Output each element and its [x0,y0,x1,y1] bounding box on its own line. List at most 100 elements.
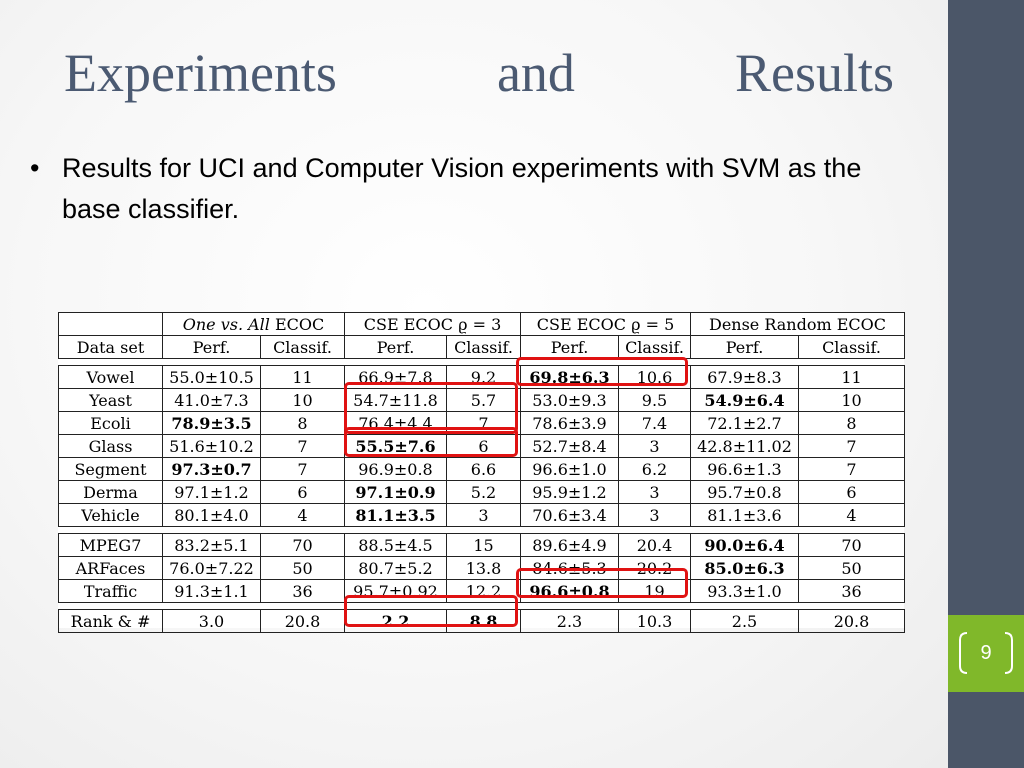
page-number-frame: 9 [957,630,1015,676]
table-cell: 97.3±0.7 [162,457,261,481]
table-cell: 80.7±5.2 [344,556,447,580]
table-header-cell: Dense Random ECOC [689,312,906,336]
table-cell: 78.6±3.9 [520,411,619,435]
table-cell: 3 [618,434,691,458]
table-cell: 4 [260,503,345,527]
rank-cell: 10.3 [618,609,691,633]
title-word: Results [734,43,894,103]
table-cell: 66.9±7.8 [344,365,447,389]
table-cell: 80.1±4.0 [162,503,261,527]
table-cell: 15 [446,533,521,557]
table-subheader-cell: Perf. [690,335,799,359]
table-subheader-cell: Perf. [162,335,261,359]
table-subheader-cell: Classif. [446,335,521,359]
table-cell: 7 [797,457,906,481]
table-row: Glass 51.6±10.2 7 55.5±7.6 6 52.7±8.4 3 42.8±11… [58,434,906,458]
table-cell: 51.6±10.2 [162,434,261,458]
table-cell: 7 [260,457,345,481]
table-cell: 89.6±4.9 [520,533,619,557]
title-word: Experiments [64,43,337,103]
table-header-cell: One vs. All ECOC [162,312,345,336]
table-header-row: One vs. All ECOC CSE ECOC ϱ = 3 CSE ECOC… [58,312,906,336]
rank-cell: 20.8 [260,609,345,633]
table-cell: 96.6±1.3 [690,457,799,481]
table-cell: 7 [797,434,906,458]
page-badge: 9 [948,615,1024,692]
dataset-name-cell: ARFaces [58,556,163,580]
table-cell: 20.4 [618,533,691,557]
table-cell: 91.3±1.1 [162,579,261,603]
table-cell: 55.0±10.5 [162,365,261,389]
table-cell: 97.1±1.2 [162,480,261,504]
table-cell: 36 [260,579,345,603]
table-row: ARFaces 76.0±7.22 50 80.7±5.2 13.8 84.6±5.3 20… [58,556,906,580]
table-cell: 83.2±5.1 [162,533,261,557]
table-subheader-row: Data set Perf. Classif. Perf. Classif. Perf. C… [58,335,906,359]
table-cell: 3 [618,480,691,504]
table-cell: 19 [618,579,691,603]
table-cell: 4 [797,503,906,527]
table-cell: 70 [797,533,906,557]
table-cell: 72.1±2.7 [690,411,799,435]
table-cell: 6.6 [446,457,521,481]
table-row: Traffic 91.3±1.1 36 95.7±0.92 12.2 96.6±0.8 19… [58,579,906,603]
table-cell: 6.2 [618,457,691,481]
title-word: and [496,43,575,103]
table-header-cell: CSE ECOC ϱ = 5 [520,312,691,336]
table-cell: 52.7±8.4 [520,434,619,458]
table-cell: 54.9±6.4 [690,388,799,412]
table-header-cell: CSE ECOC ϱ = 3 [344,312,521,336]
dataset-name-cell: Ecoli [58,411,163,435]
rank-label-cell: Rank & # [58,609,163,633]
bullet-text: Results for UCI and Computer Vision expe… [62,153,862,224]
table-cell: 95.7±0.8 [690,480,799,504]
table-cell: 10 [260,388,345,412]
table-cell: 12.2 [446,579,521,603]
bullet-icon: • [30,153,40,183]
table-cell: 3 [618,503,691,527]
results-table: One vs. All ECOC CSE ECOC ϱ = 3 CSE ECOC… [58,312,906,633]
table-subheader-cell: Data set [58,335,163,359]
table-cell: 96.6±1.0 [520,457,619,481]
table-cell: 6 [260,480,345,504]
table-cell: 53.0±9.3 [520,388,619,412]
table-cell: 93.3±1.0 [690,579,799,603]
table-cell: 96.9±0.8 [344,457,447,481]
rank-cell: 3.0 [162,609,261,633]
table-subheader-cell: Classif. [260,335,345,359]
highlight-box [344,595,518,627]
dataset-name-cell: Segment [58,457,163,481]
table-cell: 78.9±3.5 [162,411,261,435]
table-cell: 7.4 [618,411,691,435]
table-row: MPEG7 83.2±5.1 70 88.5±4.5 15 89.6±4.9 20.4 90.… [58,533,906,557]
bracket-icon [959,632,1013,674]
table-cell: 67.9±8.3 [690,365,799,389]
rank-cell: 20.8 [797,609,906,633]
table-cell: 41.0±7.3 [162,388,261,412]
dataset-name-cell: Derma [58,480,163,504]
dataset-name-cell: Yeast [58,388,163,412]
table-cell: 70.6±3.4 [520,503,619,527]
table-cell: 5.2 [446,480,521,504]
table-header-cell [58,312,163,336]
table-row: Segment 97.3±0.7 7 96.9±0.8 6.6 96.6±1.0 6.2 96… [58,457,906,481]
table-cell: 50 [260,556,345,580]
table-cell: 13.8 [446,556,521,580]
table-cell: 9.5 [618,388,691,412]
table-cell: 10 [797,388,906,412]
highlight-box [516,568,688,598]
table-cell: 81.1±3.6 [690,503,799,527]
table-cell: 50 [797,556,906,580]
dataset-name-cell: Vowel [58,365,163,389]
table-cell: 97.1±0.9 [344,480,447,504]
table-cell: 42.8±11.02 [690,434,799,458]
results-table-image: One vs. All ECOC CSE ECOC ϱ = 3 CSE ECOC… [58,312,906,633]
dataset-name-cell: Traffic [58,579,163,603]
table-cell: 76.0±7.22 [162,556,261,580]
table-row: Vowel 55.0±10.5 11 66.9±7.8 9.2 69.8±6.3 10.6 6… [58,365,906,389]
page-number: 9 [980,642,992,664]
table-cell: 81.1±3.5 [344,503,447,527]
rank-cell: 2.5 [690,609,799,633]
table-cell: 36 [797,579,906,603]
dataset-name-cell: Glass [58,434,163,458]
